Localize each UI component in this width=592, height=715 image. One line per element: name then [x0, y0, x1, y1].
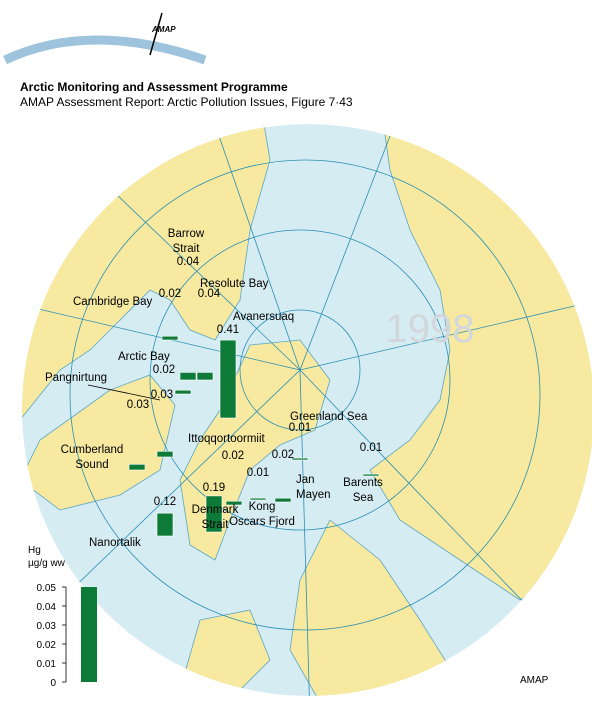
- station-name: Greenland Sea: [290, 411, 368, 423]
- station-bar: [219, 339, 237, 419]
- value-label: 0.12: [154, 496, 176, 508]
- station-name: Pangnirtung: [45, 372, 107, 384]
- subtitle: AMAP Assessment Report: Arctic Pollution…: [20, 95, 353, 109]
- station-name: Denmark: [192, 504, 239, 516]
- value-label: 0.03: [127, 399, 149, 411]
- station-name: Kong: [249, 501, 276, 513]
- year-label: 1998: [386, 307, 475, 351]
- station-bar: [291, 457, 309, 461]
- value-label: 0.04: [177, 256, 200, 268]
- logo-arc: [3, 35, 207, 65]
- station-name: Sea: [353, 492, 374, 504]
- station-bar: [128, 463, 146, 471]
- station-name: Strait: [202, 519, 230, 531]
- value-label: 0.02: [159, 288, 181, 300]
- value-label: 0.41: [217, 324, 239, 336]
- station-bar: [179, 372, 197, 381]
- station-name: Avanersuaq: [233, 311, 294, 323]
- value-label: 0.02: [153, 364, 175, 376]
- station-name: Cambridge Bay: [73, 296, 153, 308]
- value-label: 0.02: [222, 450, 244, 462]
- legend-tick-label: 0.01: [37, 659, 57, 670]
- station-bar: [156, 512, 174, 537]
- station-name: Nanortalik: [89, 537, 141, 549]
- station-name: Resolute Bay: [200, 278, 269, 290]
- title: Arctic Monitoring and Assessment Program…: [20, 80, 288, 94]
- station-name: Barents: [343, 477, 383, 489]
- station-name: Barrow: [168, 228, 205, 240]
- legend-tick-label: 0.04: [37, 602, 57, 613]
- station-bar: [205, 495, 223, 533]
- legend-bar: [81, 587, 97, 682]
- logo-text: AMAP: [151, 25, 176, 34]
- station-bar: [225, 500, 243, 506]
- legend-title: Hg: [28, 545, 41, 556]
- station-bar: [274, 497, 292, 503]
- graticule: [22, 124, 592, 696]
- station-bar: [249, 497, 267, 501]
- station-name: Sound: [75, 459, 108, 471]
- value-label: 0.01: [247, 467, 269, 479]
- value-label: 0.02: [272, 449, 294, 461]
- legend-tick-label: 0.03: [37, 621, 57, 632]
- station-name: Mayen: [296, 489, 331, 501]
- legend-tick-label: 0.02: [37, 640, 57, 651]
- station-bar: [362, 473, 380, 477]
- value-label: 0.03: [151, 389, 173, 401]
- station-name: Oscars Fjord: [229, 516, 295, 528]
- value-label: 0.19: [203, 482, 225, 494]
- station-bar: [161, 335, 179, 341]
- station-bar: [156, 450, 174, 458]
- station-bar: [174, 389, 192, 395]
- legend-tick-label: 0.05: [37, 583, 57, 594]
- leader-line: [87, 384, 161, 401]
- station-name: Jan: [296, 474, 315, 486]
- value-label: 0.04: [198, 288, 221, 300]
- value-label: 0.01: [360, 442, 382, 454]
- station-name: Arctic Bay: [118, 351, 170, 363]
- logo-mark: [149, 12, 163, 56]
- station-name: Cumberland: [61, 444, 124, 456]
- legend: Hg µg/g ww 0 0.01 0.02 0.03 0.04 0.05: [28, 545, 97, 689]
- value-label: 0.01: [289, 422, 311, 434]
- station-name: Strait: [173, 243, 201, 255]
- station-name: Ittoqqortoormiit: [188, 433, 266, 445]
- legend-title: µg/g ww: [28, 558, 66, 569]
- credit: AMAP: [520, 675, 549, 686]
- station-bar: [196, 372, 214, 381]
- legend-tick-label: 0: [50, 678, 56, 689]
